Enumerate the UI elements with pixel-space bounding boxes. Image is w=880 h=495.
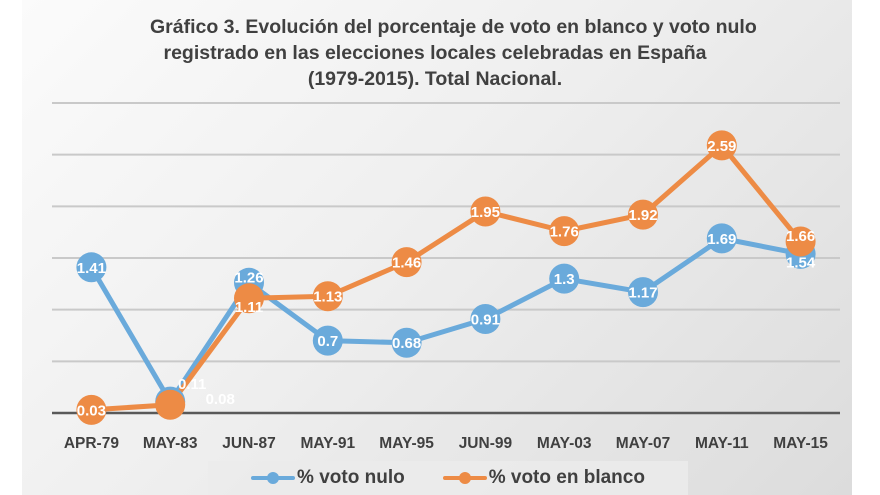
data-label-nulo: 0.7 <box>317 333 338 350</box>
data-label-blanco: 0.08 <box>206 391 235 408</box>
x-tick-label: MAY-83 <box>143 435 198 452</box>
x-tick-label: APR-79 <box>64 435 120 452</box>
data-point-blanco <box>234 283 264 314</box>
data-point-blanco <box>785 226 816 257</box>
data-point-blanco <box>312 281 343 312</box>
legend-label-nulo: % voto nulo <box>297 467 405 488</box>
data-point-nulo <box>706 223 737 254</box>
data-point-blanco <box>549 216 580 247</box>
x-tick-label: MAY-95 <box>379 435 434 452</box>
x-tick-label: JUN-87 <box>222 435 275 452</box>
data-label-nulo: 0.11 <box>178 376 206 393</box>
data-point-blanco <box>470 196 501 227</box>
legend-swatch-nulo <box>251 471 296 485</box>
data-label-blanco: 1.13 <box>313 289 342 306</box>
series-line-nulo <box>88 235 804 405</box>
data-label-blanco: 1.76 <box>550 224 579 241</box>
data-point-blanco <box>706 130 737 161</box>
x-tick-label: MAY-03 <box>537 435 592 452</box>
data-label-blanco: 0.03 <box>77 402 106 419</box>
x-tick-label: MAY-91 <box>301 435 356 452</box>
legend-label-blanco: % voto en blanco <box>488 467 645 488</box>
data-label-blanco: 1.95 <box>471 204 500 221</box>
chart-title: Gráfico 3. Evolución del porcentaje de v… <box>150 14 757 92</box>
data-point-nulo <box>312 325 343 356</box>
chart-title-line-1: Gráfico 3. Evolución del porcentaje de v… <box>150 16 757 38</box>
data-point-blanco <box>628 199 658 230</box>
legend-swatch-blanco <box>442 471 487 485</box>
x-tick-label: MAY-15 <box>773 435 828 452</box>
data-label-blanco: 1.92 <box>628 207 657 224</box>
data-label-nulo: 0.68 <box>392 335 421 352</box>
data-label-nulo: 1.26 <box>234 269 263 286</box>
data-label-blanco: 1.11 <box>235 299 263 316</box>
data-label-nulo: 0.91 <box>471 311 500 328</box>
chart-title-line-2: registrado en las elecciones locales cel… <box>163 42 707 64</box>
data-label-blanco: 1.46 <box>392 255 421 272</box>
data-label-nulo: 1.3 <box>554 271 575 288</box>
data-label-nulo: 1.69 <box>707 231 736 248</box>
data-point-blanco <box>76 394 107 425</box>
x-tick-label: MAY-11 <box>695 435 749 452</box>
data-label-nulo: 1.54 <box>786 254 816 271</box>
data-label-blanco: 2.59 <box>707 138 736 155</box>
x-tick-label: JUN-99 <box>459 435 513 452</box>
data-point-nulo <box>470 303 501 334</box>
data-point-nulo <box>76 252 107 283</box>
chart-title-line-3: (1979-2015). Total Nacional. <box>307 68 563 90</box>
data-point-nulo <box>391 327 422 358</box>
x-tick-label: MAY-07 <box>616 435 671 452</box>
data-point-nulo <box>628 277 658 308</box>
data-point-blanco <box>391 247 422 278</box>
data-label-blanco: 1.66 <box>786 228 815 245</box>
data-point-blanco <box>155 389 186 420</box>
chart-legend: % voto nulo % voto en blanco <box>208 461 688 495</box>
series-line-blanco <box>88 142 804 413</box>
legend-item-nulo: % voto nulo <box>251 467 405 489</box>
data-label-nulo: 1.41 <box>77 260 106 277</box>
legend-item-blanco: % voto en blanco <box>442 467 645 489</box>
data-label-nulo: 1.17 <box>628 285 657 302</box>
data-point-nulo <box>549 263 580 294</box>
